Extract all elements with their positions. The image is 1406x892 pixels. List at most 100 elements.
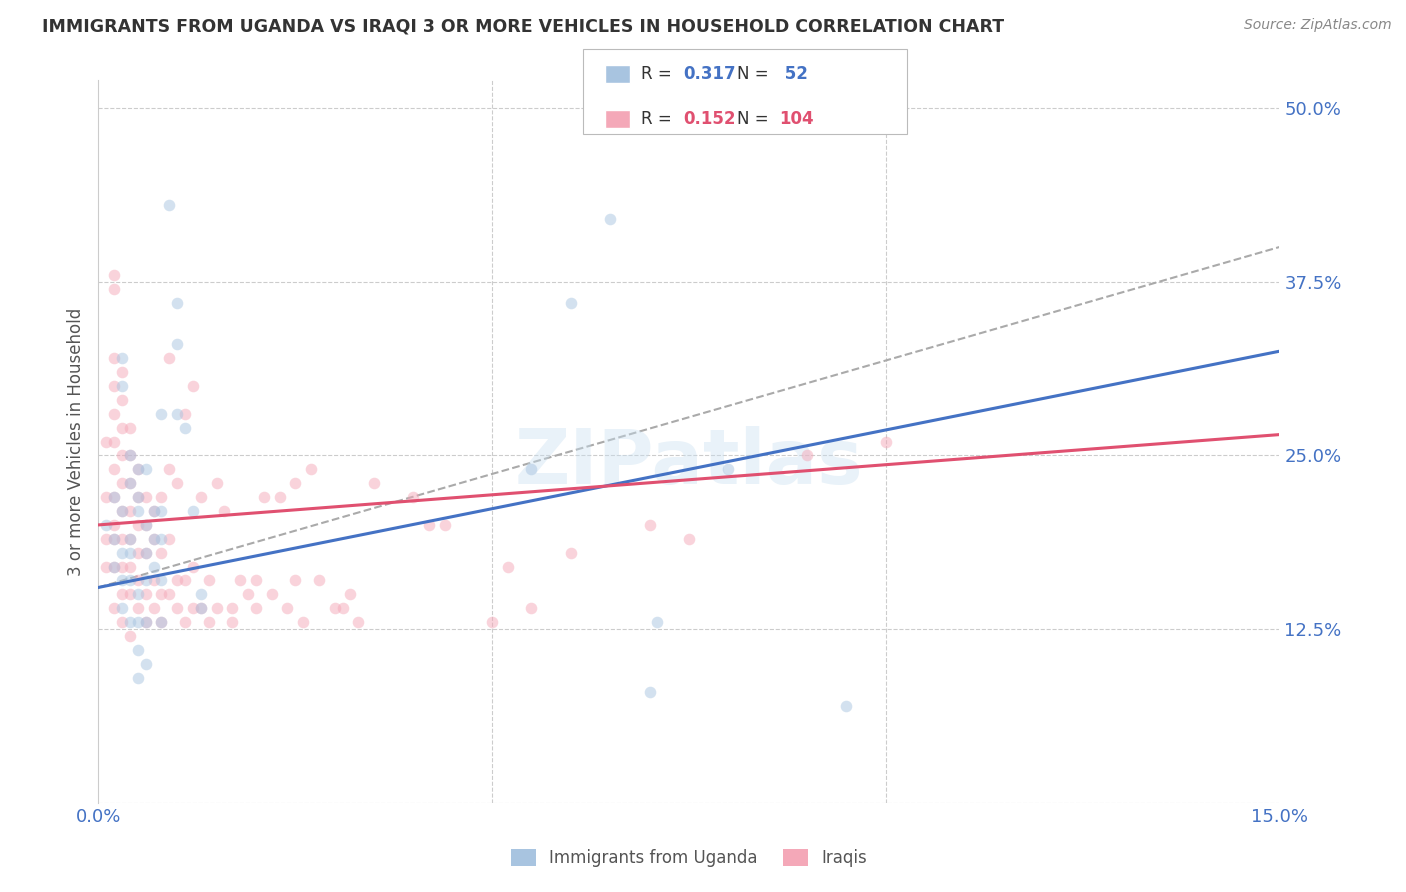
- Point: [197, 615, 219, 630]
- Point: [308, 574, 330, 588]
- Point: [284, 476, 307, 491]
- Text: ZIPatlas: ZIPatlas: [515, 426, 863, 500]
- Point: [157, 587, 180, 601]
- Point: [433, 517, 456, 532]
- Point: [118, 559, 141, 574]
- Point: [142, 532, 165, 546]
- Point: [118, 476, 141, 491]
- Text: 0.152: 0.152: [683, 110, 735, 128]
- Point: [363, 476, 385, 491]
- Point: [96, 490, 118, 504]
- Text: N =: N =: [737, 110, 773, 128]
- Point: [127, 517, 149, 532]
- Point: [166, 476, 188, 491]
- Point: [150, 407, 173, 421]
- Point: [245, 574, 267, 588]
- Point: [142, 532, 165, 546]
- Point: [111, 559, 134, 574]
- Point: [174, 574, 197, 588]
- Point: [111, 504, 134, 518]
- Point: [323, 601, 346, 615]
- Point: [103, 407, 125, 421]
- Point: [118, 532, 141, 546]
- Point: [111, 379, 134, 393]
- Point: [229, 574, 252, 588]
- Point: [142, 504, 165, 518]
- Point: [647, 615, 669, 630]
- Point: [103, 601, 125, 615]
- Point: [96, 517, 118, 532]
- Point: [127, 490, 149, 504]
- Point: [111, 504, 134, 518]
- Point: [103, 517, 125, 532]
- Point: [214, 504, 236, 518]
- Point: [118, 546, 141, 560]
- Point: [103, 462, 125, 476]
- Point: [111, 546, 134, 560]
- Point: [190, 587, 212, 601]
- Point: [127, 601, 149, 615]
- Text: R =: R =: [641, 110, 678, 128]
- Point: [103, 282, 125, 296]
- Text: R =: R =: [641, 65, 678, 83]
- Point: [150, 574, 173, 588]
- Point: [118, 532, 141, 546]
- Point: [638, 517, 661, 532]
- Point: [599, 212, 621, 227]
- Point: [221, 615, 243, 630]
- Point: [103, 532, 125, 546]
- Point: [166, 337, 188, 351]
- Point: [103, 559, 125, 574]
- Point: [142, 574, 165, 588]
- Point: [111, 476, 134, 491]
- Point: [181, 379, 204, 393]
- Point: [142, 504, 165, 518]
- Point: [135, 546, 157, 560]
- Point: [103, 268, 125, 282]
- Point: [103, 532, 125, 546]
- Point: [127, 671, 149, 685]
- Point: [190, 601, 212, 615]
- Text: Source: ZipAtlas.com: Source: ZipAtlas.com: [1244, 18, 1392, 32]
- Point: [127, 643, 149, 657]
- Text: IMMIGRANTS FROM UGANDA VS IRAQI 3 OR MORE VEHICLES IN HOUSEHOLD CORRELATION CHAR: IMMIGRANTS FROM UGANDA VS IRAQI 3 OR MOR…: [42, 18, 1004, 36]
- Point: [190, 601, 212, 615]
- Point: [111, 587, 134, 601]
- Point: [142, 559, 165, 574]
- Point: [103, 379, 125, 393]
- Point: [96, 532, 118, 546]
- Point: [103, 434, 125, 449]
- Point: [717, 462, 740, 476]
- Point: [135, 574, 157, 588]
- Point: [135, 615, 157, 630]
- Point: [875, 434, 897, 449]
- Point: [103, 490, 125, 504]
- Point: [127, 504, 149, 518]
- Point: [127, 490, 149, 504]
- Point: [496, 559, 519, 574]
- Point: [332, 601, 354, 615]
- Point: [111, 601, 134, 615]
- Point: [127, 546, 149, 560]
- Point: [118, 420, 141, 434]
- Point: [135, 517, 157, 532]
- Point: [118, 476, 141, 491]
- Point: [253, 490, 276, 504]
- Point: [150, 504, 173, 518]
- Point: [150, 587, 173, 601]
- Point: [347, 615, 370, 630]
- Point: [96, 434, 118, 449]
- Point: [481, 615, 503, 630]
- Point: [118, 449, 141, 463]
- Point: [181, 559, 204, 574]
- Point: [174, 615, 197, 630]
- Point: [135, 587, 157, 601]
- Point: [269, 490, 291, 504]
- Point: [111, 574, 134, 588]
- Point: [150, 546, 173, 560]
- Point: [118, 587, 141, 601]
- Point: [150, 532, 173, 546]
- Point: [260, 587, 283, 601]
- Point: [174, 407, 197, 421]
- Point: [111, 392, 134, 407]
